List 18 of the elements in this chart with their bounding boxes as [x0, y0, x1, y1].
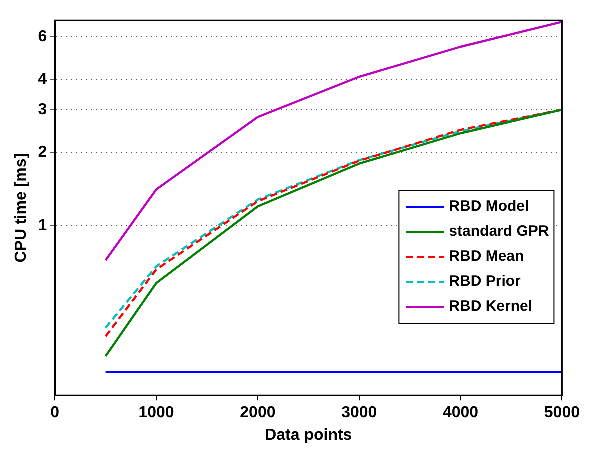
y-tick-label: 6 — [38, 28, 48, 46]
x-tick-label: 2000 — [240, 404, 276, 422]
legend-label: RBD Mean — [449, 248, 524, 266]
x-tick-label: 5000 — [544, 404, 580, 422]
legend-label: RBD Model — [449, 198, 530, 216]
x-tick-label: 4000 — [442, 404, 479, 422]
legend-label: RBD Kernel — [449, 298, 533, 316]
y-tick-label: 4 — [38, 71, 48, 88]
x-axis-title: Data points — [265, 426, 352, 444]
legend-label: standard GPR — [449, 223, 550, 240]
y-axis-title: CPU time [ms] — [13, 153, 30, 263]
y-tick-label: 2 — [38, 144, 48, 162]
y-tick-label: 3 — [38, 101, 48, 118]
x-tick-label: 0 — [50, 404, 60, 422]
legend-label: RBD Prior — [449, 273, 522, 290]
x-tick-label: 3000 — [342, 404, 378, 422]
y-tick-label: 1 — [38, 217, 48, 234]
x-tick-label: 1000 — [138, 404, 174, 422]
